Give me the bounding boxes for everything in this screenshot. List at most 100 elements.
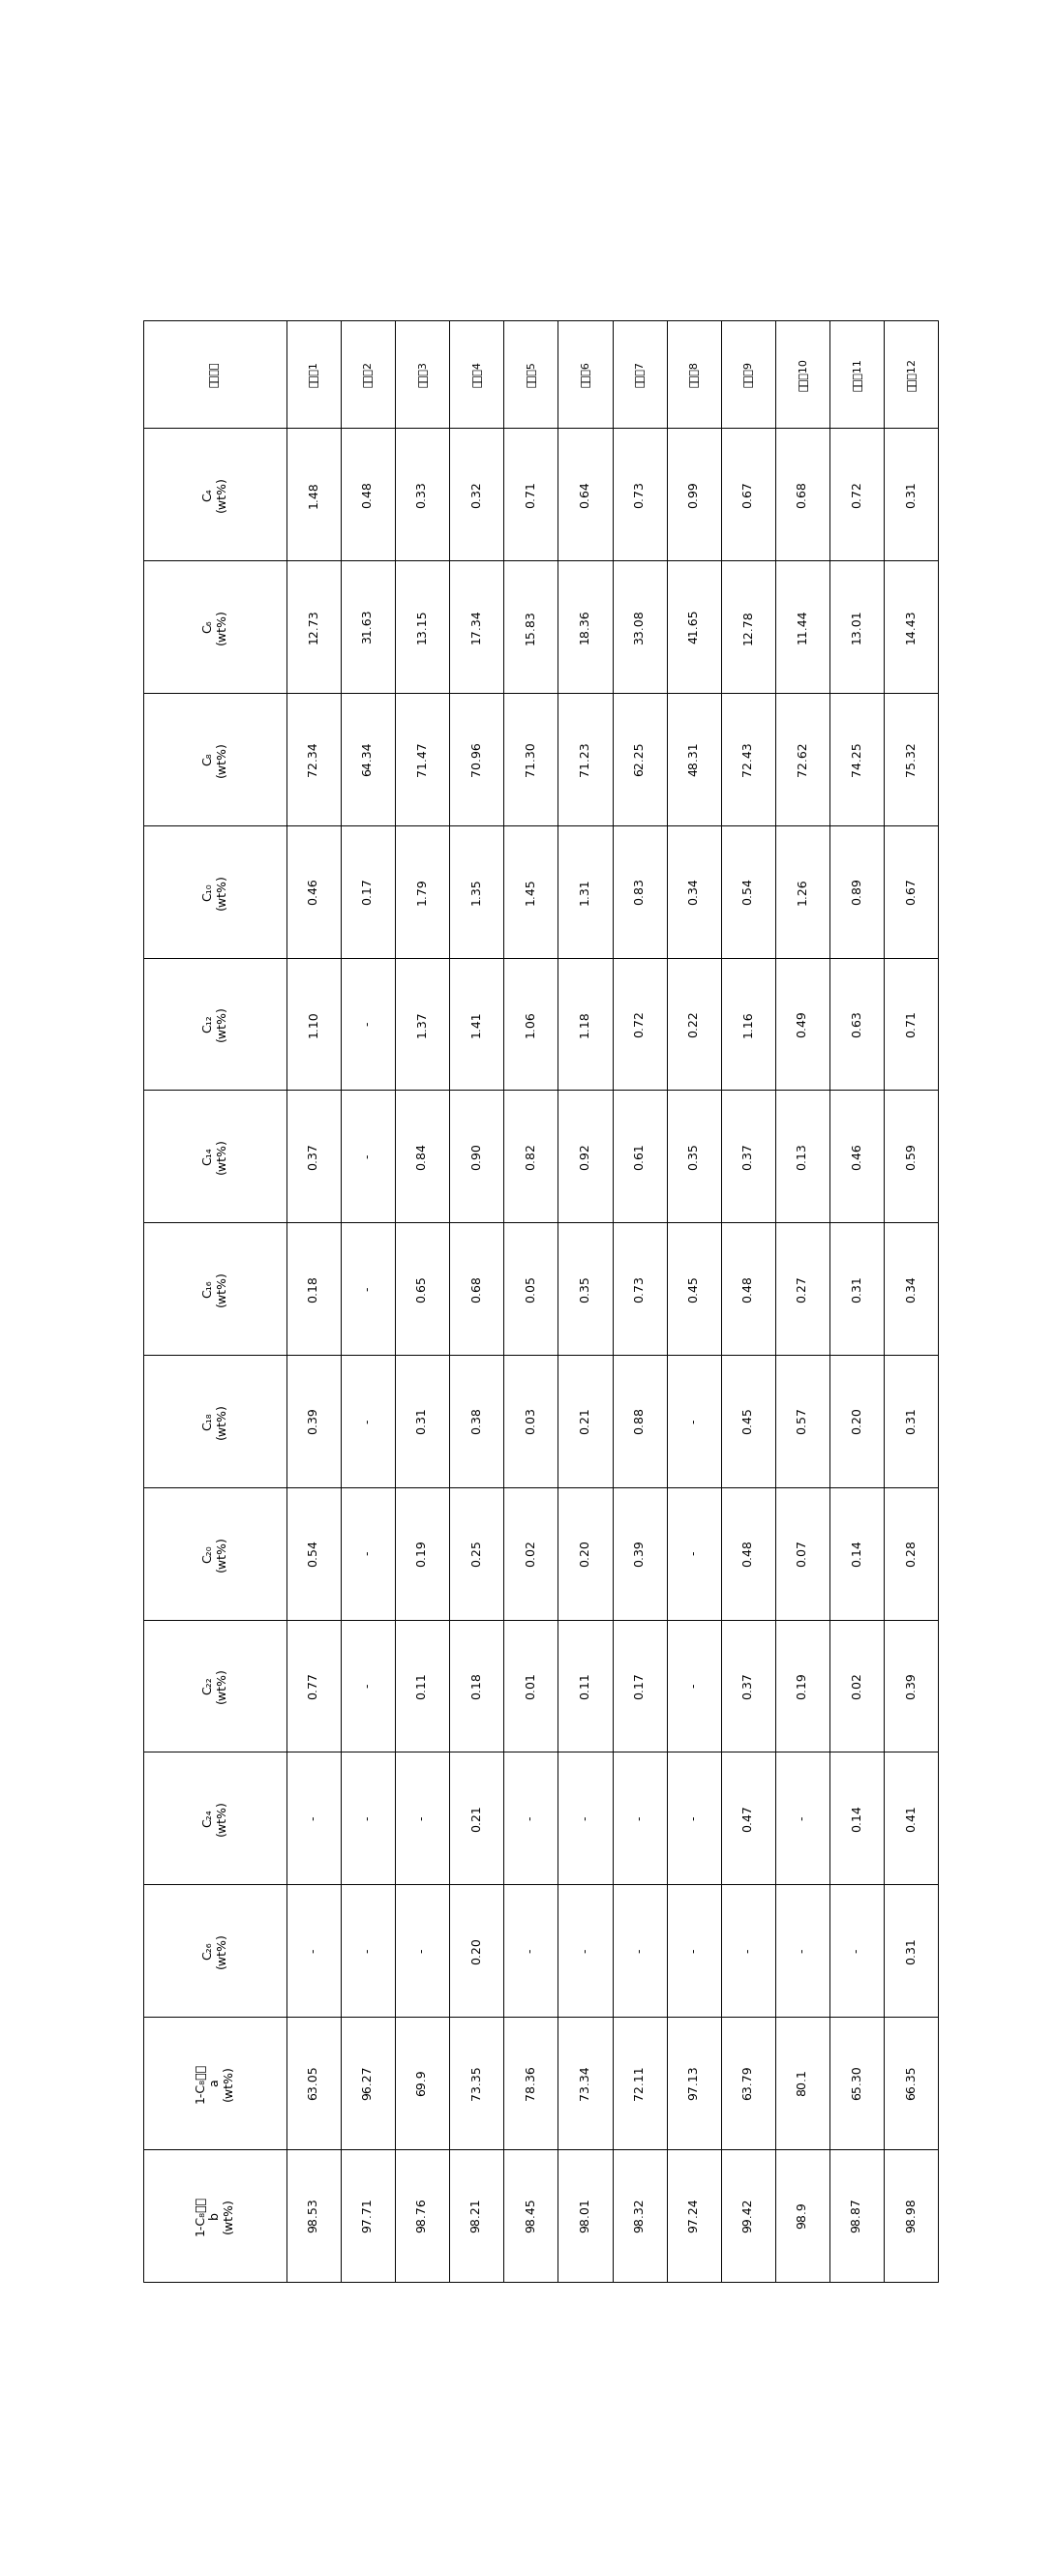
Bar — [395, 428, 449, 562]
Bar — [612, 319, 667, 428]
Bar — [341, 824, 395, 958]
Bar — [143, 693, 286, 824]
Bar — [341, 2148, 395, 2282]
Text: 13.15: 13.15 — [416, 611, 428, 644]
Bar — [503, 1486, 558, 1620]
Bar — [286, 319, 341, 428]
Text: 0.37: 0.37 — [742, 1144, 754, 1170]
Bar — [449, 2017, 503, 2148]
Text: 0.18: 0.18 — [307, 1275, 320, 1301]
Bar — [341, 319, 395, 428]
Text: 63.05: 63.05 — [307, 2066, 320, 2099]
Bar — [395, 1486, 449, 1620]
Text: 96.27: 96.27 — [362, 2066, 375, 2099]
Text: 0.34: 0.34 — [905, 1275, 918, 1301]
Bar — [612, 1752, 667, 1883]
Text: 0.48: 0.48 — [742, 1275, 754, 1301]
Text: 18.36: 18.36 — [579, 611, 592, 644]
Bar — [449, 1090, 503, 1224]
Bar — [829, 1090, 884, 1224]
Text: 0.35: 0.35 — [579, 1275, 592, 1301]
Bar — [884, 1090, 938, 1224]
Bar — [775, 1752, 829, 1883]
Bar — [503, 1355, 558, 1486]
Text: 实施例3: 实施例3 — [417, 361, 427, 386]
Bar — [395, 958, 449, 1090]
Bar — [449, 824, 503, 958]
Bar — [884, 562, 938, 693]
Bar — [341, 693, 395, 824]
Bar — [449, 2148, 503, 2282]
Text: -: - — [797, 1947, 809, 1953]
Text: 0.89: 0.89 — [850, 878, 863, 904]
Text: 0.46: 0.46 — [850, 1144, 863, 1170]
Bar — [558, 319, 612, 428]
Bar — [612, 824, 667, 958]
Text: 0.31: 0.31 — [416, 1406, 428, 1435]
Bar — [341, 1486, 395, 1620]
Bar — [449, 1752, 503, 1883]
Bar — [829, 2017, 884, 2148]
Bar — [286, 693, 341, 824]
Text: 1.10: 1.10 — [307, 1010, 320, 1038]
Bar — [341, 1355, 395, 1486]
Text: 1.35: 1.35 — [471, 878, 483, 904]
Text: 0.63: 0.63 — [850, 1010, 863, 1038]
Text: 1.79: 1.79 — [416, 878, 428, 904]
Bar — [449, 1355, 503, 1486]
Text: 74.25: 74.25 — [850, 742, 863, 775]
Bar — [775, 2017, 829, 2148]
Text: 0.45: 0.45 — [688, 1275, 701, 1301]
Bar — [667, 1620, 721, 1752]
Text: C₁₀
(wt%): C₁₀ (wt%) — [202, 873, 228, 909]
Bar — [721, 824, 775, 958]
Bar — [503, 1752, 558, 1883]
Bar — [884, 428, 938, 562]
Text: 实施例5: 实施例5 — [525, 361, 536, 386]
Bar — [449, 1883, 503, 2017]
Bar — [721, 319, 775, 428]
Bar — [449, 428, 503, 562]
Bar — [558, 428, 612, 562]
Text: -: - — [362, 1419, 375, 1422]
Text: C₆
(wt%): C₆ (wt%) — [202, 608, 228, 644]
Bar — [341, 2017, 395, 2148]
Bar — [558, 1090, 612, 1224]
Bar — [612, 1355, 667, 1486]
Bar — [775, 1224, 829, 1355]
Bar — [829, 1883, 884, 2017]
Text: 0.84: 0.84 — [416, 1144, 428, 1170]
Bar — [503, 2148, 558, 2282]
Text: 0.45: 0.45 — [742, 1406, 754, 1435]
Text: C₂₂
(wt%): C₂₂ (wt%) — [202, 1667, 228, 1703]
Text: 0.82: 0.82 — [524, 1144, 537, 1170]
Text: 实施例4: 实施例4 — [472, 361, 481, 386]
Text: -: - — [524, 1816, 537, 1821]
Text: -: - — [416, 1816, 428, 1821]
Bar — [503, 562, 558, 693]
Bar — [612, 2148, 667, 2282]
Text: 31.63: 31.63 — [362, 611, 375, 644]
Bar — [667, 428, 721, 562]
Bar — [829, 1620, 884, 1752]
Bar — [286, 958, 341, 1090]
Bar — [395, 1883, 449, 2017]
Text: 0.88: 0.88 — [633, 1406, 646, 1435]
Text: 0.90: 0.90 — [471, 1144, 483, 1170]
Text: -: - — [579, 1816, 592, 1821]
Bar — [884, 319, 938, 428]
Bar — [775, 562, 829, 693]
Text: -: - — [524, 1947, 537, 1953]
Text: 1.31: 1.31 — [579, 878, 592, 904]
Bar — [395, 2017, 449, 2148]
Bar — [829, 1224, 884, 1355]
Text: 0.11: 0.11 — [579, 1672, 592, 1700]
Text: 64.34: 64.34 — [362, 742, 375, 775]
Text: 1.41: 1.41 — [471, 1010, 483, 1038]
Bar — [503, 2017, 558, 2148]
Text: 0.61: 0.61 — [633, 1144, 646, 1170]
Bar — [721, 562, 775, 693]
Text: 0.32: 0.32 — [471, 482, 483, 507]
Text: 1.16: 1.16 — [742, 1010, 754, 1038]
Bar — [884, 1355, 938, 1486]
